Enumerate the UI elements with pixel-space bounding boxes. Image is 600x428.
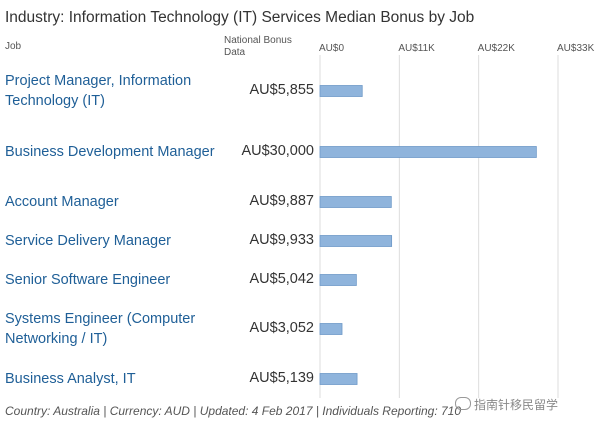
- bonus-value-label: AU$5,042: [249, 271, 315, 287]
- bar: [319, 235, 393, 247]
- bar: [319, 373, 358, 385]
- watermark-text: 指南针移民留学: [474, 398, 559, 412]
- bar: [319, 274, 357, 286]
- job-label[interactable]: Project Manager, Information Technology …: [5, 73, 192, 109]
- job-label[interactable]: Systems Engineer (Computer Networking / …: [5, 311, 196, 347]
- bar: [319, 323, 343, 335]
- job-label[interactable]: Business Analyst, IT: [5, 371, 136, 387]
- bar: [319, 196, 392, 208]
- national-bonus-column-header: National Bonus Data: [224, 35, 292, 58]
- job-label[interactable]: Senior Software Engineer: [5, 272, 171, 288]
- job-label[interactable]: Business Development Manager: [5, 144, 215, 160]
- x-tick-label: AU$33K: [557, 43, 595, 54]
- chat-bubble-icon: [455, 397, 471, 410]
- job-label[interactable]: Account Manager: [5, 194, 119, 210]
- bonus-value-label: AU$5,139: [249, 370, 315, 386]
- chart-title: Industry: Information Technology (IT) Se…: [5, 9, 475, 26]
- bar: [319, 85, 363, 97]
- x-tick-label: AU$22K: [478, 43, 516, 54]
- bonus-value-label: AU$9,933: [249, 232, 315, 248]
- job-label[interactable]: Service Delivery Manager: [5, 233, 172, 249]
- footer-note: Country: Australia | Currency: AUD | Upd…: [5, 404, 462, 418]
- job-column-header: Job: [5, 41, 22, 52]
- x-tick-label: AU$11K: [398, 43, 435, 54]
- bonus-value-label: AU$9,887: [249, 193, 315, 209]
- watermark: 指南针移民留学: [455, 396, 558, 413]
- bonus-value-label: AU$3,052: [249, 320, 315, 336]
- x-tick-label: AU$0: [319, 43, 344, 54]
- bonus-value-label: AU$5,855: [249, 82, 315, 98]
- bar: [319, 146, 537, 158]
- bonus-value-label: AU$30,000: [241, 143, 314, 159]
